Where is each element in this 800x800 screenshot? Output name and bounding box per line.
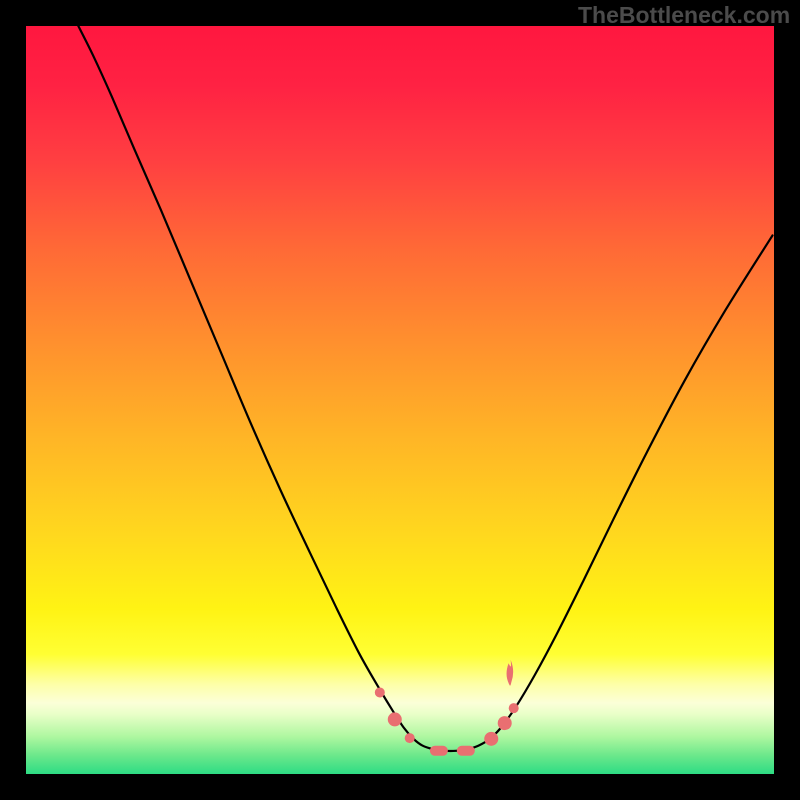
marker-capsule [457,746,475,756]
plot-area [26,26,774,774]
figure-root: TheBottleneck.com [0,0,800,800]
marker-dot [509,703,519,713]
marker-dot [375,687,385,697]
marker-dot [484,732,498,746]
watermark-text: TheBottleneck.com [578,2,790,29]
marker-capsule [430,746,448,756]
marker-dot [388,712,402,726]
marker-dot [405,733,415,743]
bottleneck-chart [0,0,800,800]
marker-dot [498,716,512,730]
